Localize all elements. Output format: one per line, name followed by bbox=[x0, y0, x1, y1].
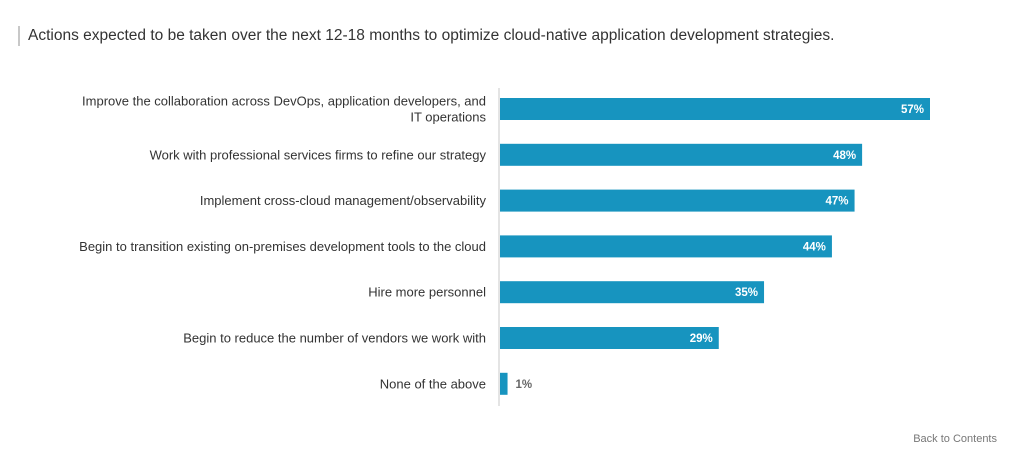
data-label: 57% bbox=[901, 104, 924, 116]
bar bbox=[500, 281, 765, 304]
bar bbox=[500, 372, 508, 395]
bar bbox=[500, 235, 832, 258]
data-label: 47% bbox=[826, 196, 849, 208]
data-label: 35% bbox=[735, 287, 758, 299]
category-label: Hire more personnel bbox=[368, 285, 486, 300]
data-label: 48% bbox=[833, 150, 856, 162]
bar bbox=[500, 327, 719, 349]
category-label: Work with professional services firms to… bbox=[150, 147, 487, 162]
data-label: 29% bbox=[690, 333, 713, 345]
back-to-contents-link[interactable]: Back to Contents bbox=[913, 433, 997, 445]
category-label: Begin to reduce the number of vendors we… bbox=[183, 331, 486, 346]
bar bbox=[500, 143, 863, 166]
chart-title: Actions expected to be taken over the ne… bbox=[28, 27, 835, 44]
bar bbox=[500, 98, 930, 120]
data-label: 44% bbox=[803, 241, 826, 253]
category-label: Begin to transition existing on-premises… bbox=[79, 239, 486, 254]
data-label: 1% bbox=[516, 379, 533, 391]
category-label: Improve the collaboration across DevOps,… bbox=[82, 94, 486, 125]
category-label: None of the above bbox=[380, 376, 486, 391]
bar bbox=[500, 189, 855, 212]
category-label: Implement cross-cloud management/observa… bbox=[200, 193, 487, 208]
title-accent-bar bbox=[18, 26, 20, 46]
